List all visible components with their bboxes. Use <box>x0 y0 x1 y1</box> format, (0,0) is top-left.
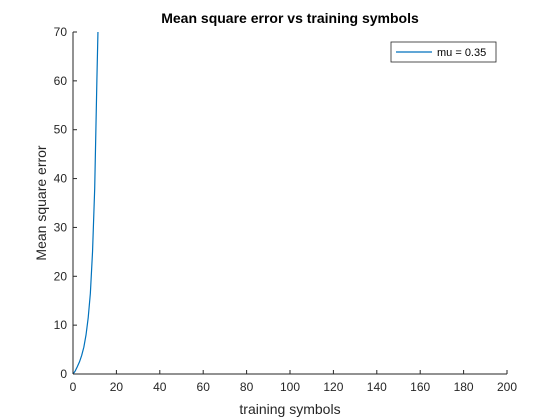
x-tick-label: 100 <box>280 380 300 394</box>
x-tick-label: 60 <box>197 380 211 394</box>
x-tick-label: 20 <box>110 380 124 394</box>
series-layer <box>72 31 99 375</box>
y-tick-label: 40 <box>54 172 68 186</box>
series-line <box>72 31 99 375</box>
y-tick-label: 10 <box>54 318 68 332</box>
x-tick-label: 120 <box>323 380 343 394</box>
y-tick-label: 60 <box>54 74 68 88</box>
ticks-layer: 0 20 40 60 80 100 120 140 160 180 200 0 10 20 30 40 50 60… <box>54 25 518 394</box>
x-tick-label: 0 <box>70 380 77 394</box>
y-tick-label: 30 <box>54 220 68 234</box>
x-tick-label: 80 <box>240 380 254 394</box>
chart-title: Mean square error vs training symbols <box>161 10 419 26</box>
x-tick-label: 160 <box>410 380 430 394</box>
x-tick-label: 200 <box>497 380 517 394</box>
legend-label: mu = 0.35 <box>437 47 486 59</box>
legend-box <box>390 41 497 63</box>
y-axis-label: Mean square error <box>33 145 49 261</box>
x-tick-label: 180 <box>454 380 474 394</box>
axes-frame <box>72 32 507 375</box>
y-tick-label: 50 <box>54 123 68 137</box>
x-tick-label: 140 <box>367 380 387 394</box>
y-tick-label: 0 <box>60 367 67 381</box>
x-tick-label: 40 <box>153 380 167 394</box>
legend: mu = 0.35 <box>390 41 497 63</box>
y-tick-label: 70 <box>54 25 68 39</box>
x-axis-label: training symbols <box>239 401 340 417</box>
plot-area <box>73 32 507 374</box>
y-tick-label: 20 <box>54 269 68 283</box>
